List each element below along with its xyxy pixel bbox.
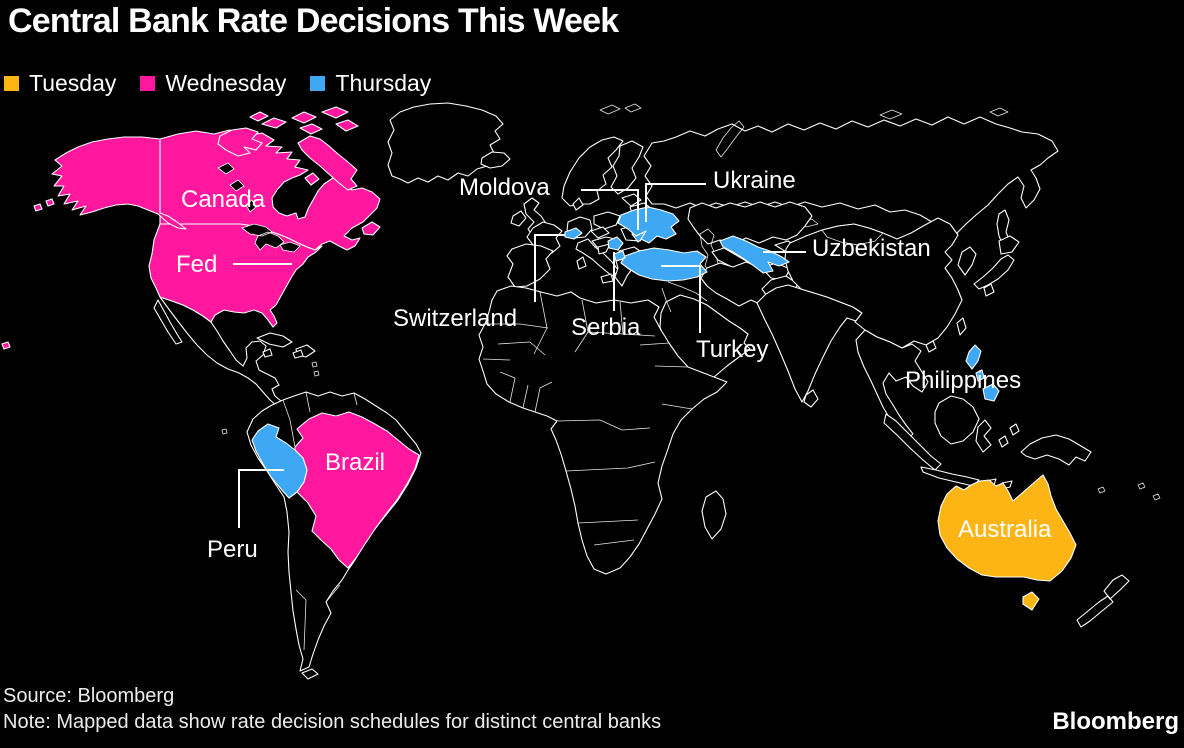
leader-line-moldova xyxy=(581,189,639,230)
country-iceland xyxy=(480,151,511,169)
country-scandinavia xyxy=(561,136,624,207)
country-poland xyxy=(593,211,621,230)
canadian-arctic-islands xyxy=(217,106,381,236)
island-taiwan xyxy=(956,317,967,336)
country-new-zealand xyxy=(1076,574,1130,628)
map-label-brazil: Brazil xyxy=(325,449,386,476)
country-korea xyxy=(957,246,977,276)
page-title: Central Bank Rate Decisions This Week xyxy=(8,2,619,40)
island-borneo xyxy=(934,395,980,445)
island-sicily xyxy=(600,273,614,284)
bloomberg-logo: Bloomberg xyxy=(1052,708,1179,735)
antilles-dots xyxy=(221,361,320,435)
country-india xyxy=(756,284,863,403)
island-java xyxy=(920,466,980,487)
island-sri-lanka xyxy=(803,389,819,408)
map-label-ukraine: Ukraine xyxy=(713,167,796,194)
country-africa xyxy=(478,285,728,575)
legend-item-tuesday: Tuesday xyxy=(4,70,116,97)
africa-internal-borders xyxy=(482,291,693,546)
country-greenland xyxy=(387,102,504,184)
legend-label-tuesday: Tuesday xyxy=(29,70,117,96)
country-usa xyxy=(148,223,323,328)
country-ireland xyxy=(510,210,527,227)
island-tasmania xyxy=(1022,591,1040,611)
country-denmark xyxy=(572,197,584,211)
tierra-del-fuego xyxy=(301,668,319,680)
island-cuba xyxy=(256,332,293,348)
leader-line-ukraine xyxy=(645,183,706,222)
arctic-islands-outlines xyxy=(599,103,1009,158)
map-label-canada: Canada xyxy=(181,186,266,213)
country-finland xyxy=(610,140,644,195)
island-sulawesi xyxy=(975,419,992,453)
map-label-moldova: Moldova xyxy=(459,174,550,201)
state-alaska xyxy=(51,136,187,230)
legend-label-wednesday: Wednesday xyxy=(165,70,287,96)
country-balkans xyxy=(597,243,611,255)
country-kazakhstan xyxy=(687,201,813,245)
thursday-swatch xyxy=(310,76,326,91)
country-peru xyxy=(251,423,308,499)
canada-us-lakes xyxy=(217,162,301,253)
country-baltics xyxy=(621,193,642,207)
island-sardinia xyxy=(576,256,587,270)
wednesday-swatch xyxy=(140,76,156,91)
country-japan xyxy=(973,235,1020,297)
country-australia xyxy=(937,474,1077,582)
country-indochina xyxy=(855,329,929,441)
country-canada xyxy=(159,129,381,251)
legend-item-wednesday: Wednesday xyxy=(140,70,286,97)
note-text: Note: Mapped data show rate decision sch… xyxy=(3,711,662,733)
leader-line-turkey xyxy=(661,265,701,333)
island-jamaica xyxy=(262,348,273,358)
map-label-australia: Australia xyxy=(958,516,1052,543)
country-uzbekistan xyxy=(719,235,790,274)
legend: Tuesday Wednesday Thursday xyxy=(4,70,455,97)
map-label-fed: Fed xyxy=(176,251,218,278)
country-italy xyxy=(575,238,620,277)
pacific-islands-dots xyxy=(1097,482,1161,501)
country-philippines xyxy=(965,344,1000,402)
tuesday-swatch xyxy=(4,76,19,91)
island-puerto-rico xyxy=(292,349,304,359)
map-label-serbia: Serbia xyxy=(571,314,641,341)
country-brazil xyxy=(294,411,420,569)
island-sumatra xyxy=(883,413,942,471)
country-ukraine xyxy=(617,206,680,244)
island-new-guinea xyxy=(1020,434,1092,466)
map-label-switzerland: Switzerland xyxy=(393,305,518,332)
legend-item-thursday: Thursday xyxy=(310,70,431,97)
legend-label-thursday: Thursday xyxy=(335,70,432,96)
country-turkey xyxy=(613,247,708,282)
country-czech xyxy=(590,226,610,239)
map-label-peru: Peru xyxy=(207,536,258,563)
island-hainan xyxy=(925,340,937,353)
source-text: Source: Bloomberg xyxy=(3,685,175,707)
map-label-uzbekistan: Uzbekistan xyxy=(812,235,931,262)
country-mexico-central-america xyxy=(159,296,295,416)
country-switzerland xyxy=(564,227,583,240)
baja-california xyxy=(153,299,183,345)
island-madagascar xyxy=(701,490,727,540)
map-label-philippines: Philippines xyxy=(905,367,1022,394)
lesser-sunda-islands xyxy=(985,423,1020,490)
aleutian-hawaii-dots xyxy=(1,198,55,350)
country-iberia xyxy=(506,243,554,288)
map-label-turkey: Turkey xyxy=(696,336,769,363)
mongolia-border xyxy=(821,223,884,246)
leader-line-peru xyxy=(238,469,284,528)
country-serbia xyxy=(607,236,624,251)
country-china xyxy=(784,217,963,349)
levant-borders xyxy=(661,281,708,313)
leader-line-switzerland xyxy=(534,234,565,302)
